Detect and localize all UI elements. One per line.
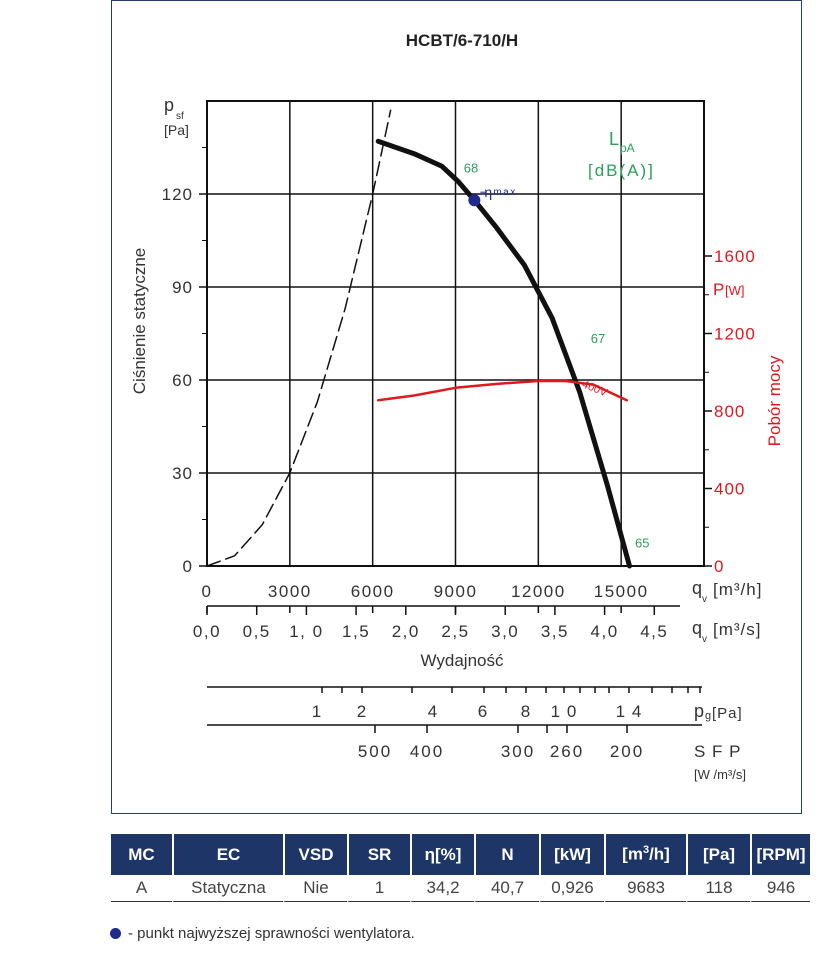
x-tick-label-m3s: 2,5 (441, 622, 469, 641)
y2-axis-symbol: P (713, 280, 724, 299)
x-tick-label-m3h: 3000 (268, 582, 312, 601)
y-axis-subscript: sf (176, 111, 184, 122)
pg-label: 8 (521, 702, 531, 721)
sound-level-label: 68 (464, 160, 478, 175)
col-m3h: [m3/h] (604, 834, 686, 875)
sound-subscript: pA (620, 141, 635, 155)
x-tick-label-m3h: 9000 (434, 582, 478, 601)
cell-m3h: 9683 (604, 875, 686, 902)
pg-subscript: g (705, 710, 711, 722)
y2-axis-label: Pobór mocy (765, 355, 784, 446)
x-axis-symbol-m3s: q (692, 618, 702, 638)
y-axis-symbol: p (164, 95, 174, 115)
x-tick-label-m3s: 1, 0 (289, 622, 323, 641)
cell-n: 40,7 (474, 875, 539, 902)
cell-pa: 118 (686, 875, 750, 902)
x-tick-label-m3s: 4,0 (591, 622, 619, 641)
table-row: A Statyczna Nie 1 34,2 40,7 0,926 9683 1… (111, 875, 810, 902)
col-mc: MC (111, 834, 172, 875)
eta-max-dot-icon (110, 928, 121, 939)
y2-axis-unit: [W] (725, 283, 745, 298)
col-n: N (474, 834, 539, 875)
pg-unit: [Pa] (712, 705, 743, 722)
sfp-label: 260 (550, 742, 584, 761)
y-tick-label: 0 (183, 557, 193, 576)
x-axis-subscript-m3s: v (702, 634, 707, 645)
x-axis-subscript-m3h: v (702, 594, 707, 605)
y-axis-label: Ciśnienie statyczne (130, 248, 149, 394)
cell-rpm: 946 (750, 875, 810, 902)
x-tick-label-m3s: 2,0 (392, 622, 420, 641)
y-tick-label: 90 (172, 278, 193, 297)
sfp-label: 500 (358, 742, 392, 761)
sound-unit: [dB(A)] (588, 161, 655, 180)
x-axis-symbol-m3h: q (692, 578, 702, 598)
y-tick-label: 30 (172, 464, 193, 483)
x-axis-unit-m3h: [m³/h] (713, 580, 762, 599)
x-axis-label: Wydajność (421, 651, 504, 670)
cell-kw: 0,926 (539, 875, 604, 902)
col-kw: [kW] (539, 834, 604, 875)
y2-tick-label: 1200 (714, 325, 756, 344)
pg-label: 1 (312, 702, 322, 721)
sound-symbol: L (609, 129, 619, 149)
chart-title: HCBT/6-710/H (406, 31, 518, 50)
fan-parameters-table: MC EC VSD SR η[%] N [kW] [m3/h] [Pa] [RP… (111, 834, 810, 902)
series-system-curve (206, 109, 392, 567)
cell-ec: Statyczna (172, 875, 283, 902)
cell-sr: 1 (347, 875, 410, 902)
y-axis-unit: [Pa] (164, 122, 189, 138)
cell-mc: A (111, 875, 172, 902)
cell-eta: 34,2 (410, 875, 474, 902)
sound-level-label: 67 (591, 331, 605, 346)
sfp-axis-label: S F P (694, 742, 742, 761)
y2-tick-label: 800 (714, 402, 745, 421)
y2-tick-label: 400 (714, 480, 745, 499)
x-tick-label-m3h: 15000 (594, 582, 649, 601)
eta-max-sublabel: max (493, 187, 516, 198)
pg-label: 1 0 (551, 702, 578, 721)
x-tick-label-m3s: 0,0 (193, 622, 221, 641)
pg-label: 2 (357, 702, 367, 721)
chart-frame: HCBT/6-710/H 0 30 60 90 120 Ciśnienie statyczn… (111, 0, 802, 814)
x-tick-label-m3s: 4,5 (640, 622, 668, 641)
pg-label: 4 (428, 702, 438, 721)
y2-tick-label: 0 (714, 557, 724, 576)
pg-label: 1 4 (616, 702, 643, 721)
eta-max-label: η (484, 184, 492, 200)
x-tick-label-m3h: 0 (202, 582, 213, 601)
sfp-label: 200 (610, 742, 644, 761)
x-tick-label-m3s: 3,5 (541, 622, 569, 641)
col-vsd: VSD (283, 834, 347, 875)
x-tick-label-m3h: 6000 (351, 582, 395, 601)
y-tick-label: 120 (162, 185, 193, 204)
eta-max-legend: - punkt najwyższej sprawności wentylator… (110, 925, 415, 942)
sound-level-label: 65 (635, 535, 649, 550)
legend-text: - punkt najwyższej sprawności wentylator… (128, 925, 415, 942)
x-tick-label-m3s: 0,5 (243, 622, 271, 641)
y-tick-label: 60 (172, 371, 193, 390)
x-tick-label-m3s: 3,0 (491, 622, 519, 641)
pg-label: 6 (478, 702, 488, 721)
col-ec: EC (172, 834, 283, 875)
sfp-label: 400 (410, 742, 444, 761)
x-tick-label-m3s: 1,5 (342, 622, 370, 641)
sfp-label: 300 (501, 742, 535, 761)
series-label-power: 400V (580, 378, 609, 399)
x-axis-unit-m3s: [m³/s] (713, 620, 762, 639)
table-header-row: MC EC VSD SR η[%] N [kW] [m3/h] [Pa] [RP… (111, 834, 810, 875)
col-eta: η[%] (410, 834, 474, 875)
series-power (376, 379, 628, 402)
col-sr: SR (347, 834, 410, 875)
col-rpm: [RPM] (750, 834, 810, 875)
sfp-axis-unit: [W /m³/s] (694, 767, 746, 782)
y2-tick-label: 1600 (714, 247, 756, 266)
x-tick-label-m3h: 12000 (511, 582, 566, 601)
series-fan-curve (375, 138, 632, 569)
cell-vsd: Nie (283, 875, 347, 902)
pg-symbol: p (694, 701, 704, 721)
col-pa: [Pa] (686, 834, 750, 875)
eta-max-point (468, 194, 481, 207)
